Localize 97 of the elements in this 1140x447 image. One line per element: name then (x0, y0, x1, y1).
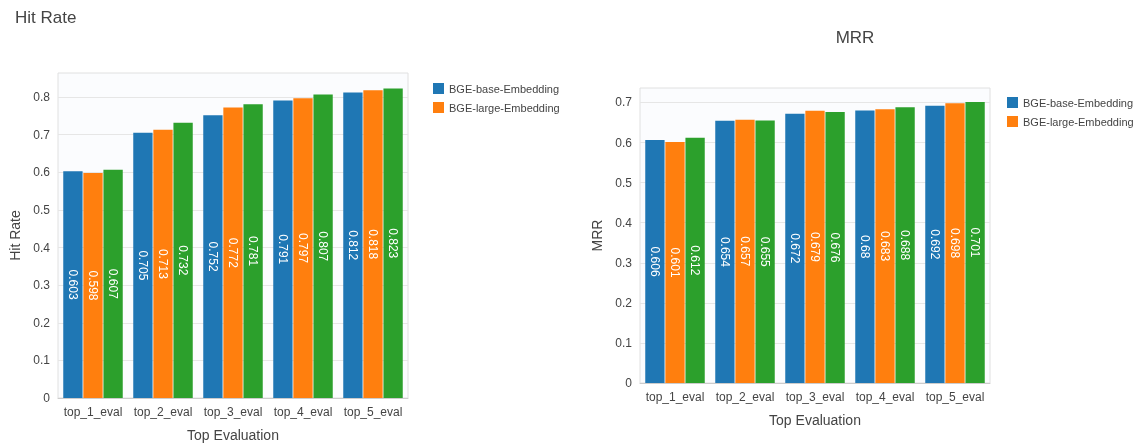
data-label: 0.732 (176, 245, 191, 276)
data-label: 0.683 (878, 231, 892, 262)
data-label: 0.607 (106, 268, 121, 300)
y-tick-label: 0 (43, 391, 51, 405)
y-tick-label: 0.4 (33, 240, 51, 255)
bar (133, 132, 153, 398)
data-label: 0.818 (366, 229, 380, 260)
y-tick-label: 0.7 (615, 95, 633, 110)
bar (223, 107, 243, 398)
chart-title: Hit Rate (15, 8, 77, 27)
data-label: 0.752 (205, 241, 220, 272)
bar (153, 129, 173, 398)
bar (645, 140, 665, 383)
bar (383, 88, 403, 398)
data-label: 0.612 (688, 245, 703, 276)
y-tick-label: 0.8 (33, 90, 51, 105)
bar (83, 173, 103, 398)
y-tick-label: 0.7 (33, 127, 51, 142)
bar (875, 109, 895, 383)
data-label: 0.797 (296, 233, 310, 264)
y-tick-label: 0.3 (615, 255, 633, 270)
x-axis-title: Top Evaluation (187, 427, 279, 443)
data-label: 0.823 (386, 228, 401, 259)
x-axis-title: Top Evaluation (769, 412, 861, 428)
bar (735, 119, 755, 383)
data-label: 0.676 (828, 232, 843, 263)
x-tick-label: top_1_eval (63, 405, 123, 419)
legend-label: BGE-base-Embedding (1023, 96, 1134, 109)
y-tick-label: 0 (625, 376, 633, 390)
x-tick-label: top_3_eval (203, 405, 263, 419)
bar (965, 102, 985, 383)
bar (203, 115, 223, 398)
legend-label: BGE-large-Embedding (449, 101, 560, 114)
bar (313, 94, 333, 398)
bar (755, 120, 775, 383)
data-label: 0.772 (226, 237, 240, 269)
y-tick-label: 0.6 (615, 135, 633, 150)
data-label: 0.606 (647, 246, 662, 277)
bar (273, 100, 293, 398)
bar (785, 113, 805, 383)
data-label: 0.679 (808, 231, 822, 263)
x-tick-label: top_1_eval (645, 390, 705, 404)
y-tick-label: 0.3 (33, 278, 51, 293)
data-label: 0.705 (135, 250, 150, 281)
x-tick-label: top_5_eval (343, 405, 403, 419)
y-tick-label: 0.1 (615, 335, 633, 350)
data-label: 0.672 (787, 233, 802, 264)
data-label: 0.688 (898, 230, 913, 261)
data-label: 0.657 (738, 236, 752, 267)
bar (805, 110, 825, 383)
x-tick-label: top_2_eval (133, 405, 193, 419)
bar (895, 107, 915, 383)
data-label: 0.654 (717, 236, 732, 268)
data-label: 0.781 (246, 236, 261, 267)
y-axis-title: Hit Rate (7, 210, 23, 261)
bar (363, 90, 383, 398)
data-label: 0.692 (927, 229, 942, 260)
bar (103, 169, 123, 398)
bar (665, 142, 685, 383)
bar (63, 171, 83, 398)
y-tick-label: 0.1 (33, 353, 51, 368)
bar (945, 103, 965, 383)
bar (855, 110, 875, 383)
bar (293, 98, 313, 398)
data-label: 0.598 (86, 270, 100, 301)
y-tick-label: 0.2 (615, 295, 633, 310)
bar (825, 112, 845, 383)
y-tick-label: 0.5 (33, 202, 51, 217)
data-label: 0.655 (758, 236, 773, 268)
y-tick-label: 0.5 (615, 175, 633, 190)
bar (343, 92, 363, 398)
x-tick-label: top_4_eval (855, 390, 915, 404)
data-label: 0.812 (345, 230, 360, 261)
y-axis-title: MRR (589, 219, 605, 252)
bar (685, 137, 705, 383)
data-label: 0.68 (857, 235, 872, 259)
x-tick-label: top_5_eval (925, 390, 985, 404)
bar (173, 122, 193, 398)
data-label: 0.698 (948, 228, 962, 259)
bar (925, 105, 945, 383)
x-tick-label: top_4_eval (273, 405, 333, 419)
y-tick-label: 0.4 (615, 215, 633, 230)
x-tick-label: top_3_eval (785, 390, 845, 404)
bar (715, 120, 735, 383)
data-label: 0.807 (316, 231, 331, 262)
y-tick-label: 0.2 (33, 315, 51, 330)
x-tick-label: top_2_eval (715, 390, 775, 404)
legend-label: BGE-base-Embedding (449, 82, 560, 95)
data-label: 0.791 (275, 234, 290, 265)
data-label: 0.713 (156, 248, 170, 280)
chart-title: MRR (835, 28, 875, 47)
data-label: 0.603 (65, 269, 80, 300)
bar (243, 104, 263, 398)
data-label: 0.601 (668, 247, 682, 278)
data-label: 0.701 (968, 227, 983, 258)
y-tick-label: 0.6 (33, 165, 51, 180)
legend-label: BGE-large-Embedding (1023, 115, 1134, 128)
